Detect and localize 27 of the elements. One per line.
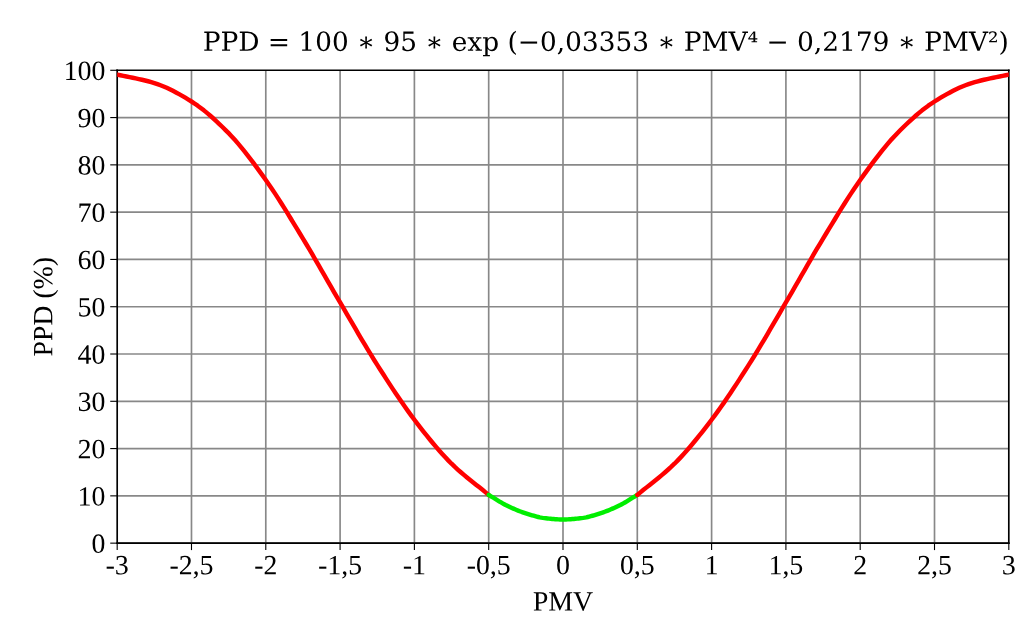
y-tick-label: 100 <box>66 61 105 81</box>
chart-title: PPD = 100 ∗ 95 ∗ exp (−0,03353 ∗ PMV⁴ − 0,2179 ∗ PMV²) <box>204 30 1007 57</box>
x-tick-label: 2 <box>854 555 866 575</box>
y-tick-label: 90 <box>78 108 105 128</box>
y-tick-label: 30 <box>78 392 105 412</box>
y-tick-label: 80 <box>78 156 105 175</box>
x-tick-label: 0,5 <box>621 555 654 579</box>
y-tick-label: 20 <box>78 439 105 459</box>
x-axis-title: PMV <box>533 592 593 611</box>
x-tick-label: -3 <box>106 555 128 575</box>
y-tick-label: 10 <box>80 487 105 506</box>
y-tick-label: 60 <box>78 250 105 270</box>
x-tick-label: -0,5 <box>467 555 510 579</box>
x-tick-label: -1,5 <box>319 555 361 579</box>
x-tick-label: 0 <box>557 555 569 575</box>
x-tick-label: -1 <box>403 555 425 575</box>
x-tick-label: 1,5 <box>770 555 803 579</box>
x-tick-label: 3 <box>1003 555 1015 575</box>
x-tick-label: -2,5 <box>170 555 213 579</box>
y-tick-label: 40 <box>78 345 105 364</box>
y-tick-label: 50 <box>79 297 105 317</box>
y-tick-label: 0 <box>92 534 105 554</box>
x-tick-label: 2,5 <box>918 555 951 579</box>
x-tick-label: 1 <box>707 555 717 575</box>
x-tick-label: -2 <box>255 555 276 575</box>
y-axis-title: PPD (%) <box>32 258 59 356</box>
y-tick-label: 70 <box>79 203 105 223</box>
